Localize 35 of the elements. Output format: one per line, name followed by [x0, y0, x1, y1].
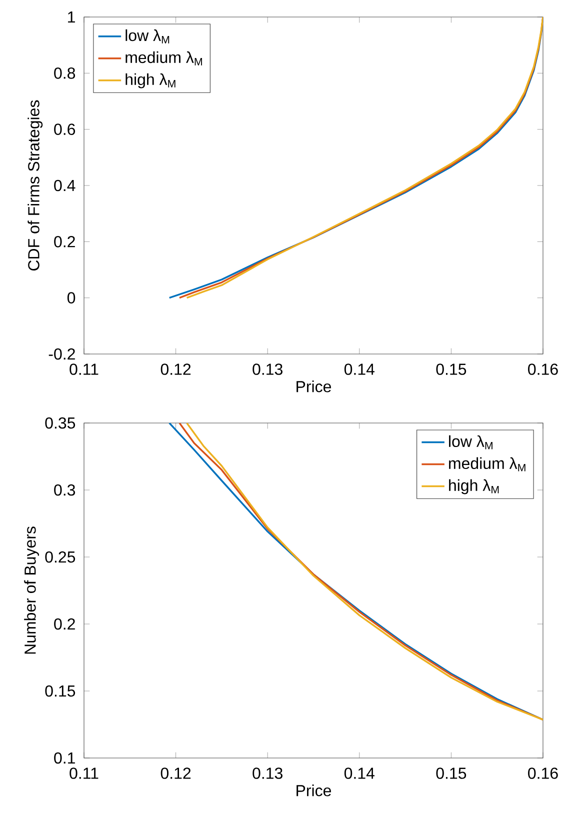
x-tick-label: 0.13: [252, 768, 282, 779]
legend-label: low λ$_{M}$: [126, 29, 170, 44]
y-axis-title: CDF of Firms Strategies: [28, 100, 43, 270]
y-tick-label: 0.1: [54, 752, 75, 764]
x-axis-title: Price: [296, 380, 331, 392]
y-tick-label: 0.25: [45, 551, 76, 563]
x-tick-label: 0.13: [252, 364, 282, 375]
y-tick-label: 0.8: [54, 68, 76, 79]
legend-label: low λ$_{M}$: [449, 435, 492, 450]
y-tick-label: 1: [68, 12, 75, 23]
x-tick-label: 0.14: [344, 768, 374, 779]
x-tick-label: 0.11: [70, 768, 98, 779]
y-axis-title: Number of Buyers: [24, 526, 39, 654]
x-tick-label: 0.11: [70, 364, 98, 375]
y-tick-label: 0: [67, 292, 76, 304]
y-tick-label: 0.15: [45, 685, 76, 697]
y-tick-label: 0.4: [54, 180, 76, 192]
y-tick-label: 0.2: [54, 236, 75, 248]
y-tick-label: 0.2: [54, 618, 75, 630]
x-tick-label: 0.12: [160, 364, 191, 375]
y-tick-label: 0.3: [54, 484, 76, 496]
x-tick-label: 0.16: [528, 364, 558, 375]
legend-label: medium λ$_{M}$: [449, 457, 526, 472]
x-tick-label: 0.15: [436, 364, 466, 375]
x-tick-label: 0.16: [528, 768, 558, 779]
legend-label: high λ$_{M}$: [449, 479, 499, 494]
x-tick-label: 0.14: [344, 364, 374, 375]
x-tick-label: 0.15: [436, 768, 466, 779]
y-tick-label: 0.6: [54, 124, 76, 135]
x-axis-title: Price: [296, 784, 331, 796]
y-tick-label: 0.35: [45, 417, 76, 429]
legend-label: medium λ$_{M}$: [126, 51, 202, 66]
legend-label: high λ$_{M}$: [126, 73, 176, 88]
y-tick-label: -0.2: [48, 348, 75, 360]
x-tick-label: 0.12: [160, 768, 191, 779]
